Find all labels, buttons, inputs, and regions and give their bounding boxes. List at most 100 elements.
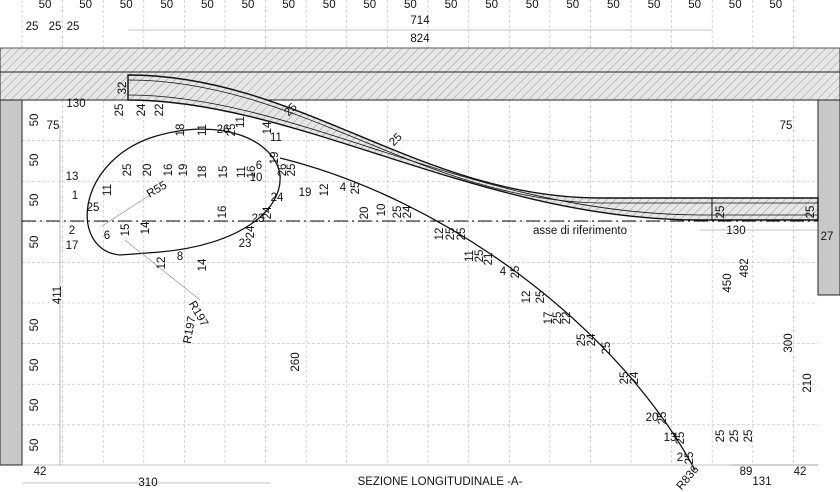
dimension-label: 14	[197, 258, 209, 271]
dimension-label: 50	[323, 0, 336, 11]
dimension-label: 50	[445, 0, 458, 11]
outer-curve	[279, 157, 696, 471]
dimension-label: 130	[726, 225, 745, 237]
dimension-label: 12	[156, 257, 168, 270]
ramp-line	[127, 79, 818, 204]
dimension-label: 50	[566, 0, 579, 11]
dimension-label: 26	[277, 164, 289, 177]
top-beam	[0, 47, 840, 73]
dimension-label: 25	[114, 104, 126, 117]
dimension-lines	[0, 29, 840, 484]
dimension-label: 19	[178, 164, 190, 177]
dimension-label: 25	[805, 206, 817, 219]
dimension-label: 15	[218, 166, 230, 179]
dimension-label: 24	[262, 206, 274, 219]
dimension-label: 25	[684, 452, 696, 465]
dimension-label: 25	[226, 124, 238, 137]
dimension-label: 17	[66, 240, 79, 252]
dimension-label: 50	[729, 0, 742, 11]
dimension-label: R55	[145, 180, 169, 201]
dimension-label: 50	[29, 319, 41, 332]
dimension-label: 50	[29, 439, 41, 452]
dimension-label: 25	[392, 206, 404, 219]
dimension-label: 26	[217, 124, 230, 136]
dimension-label: 131	[752, 476, 771, 488]
dimension-label: 75	[780, 120, 793, 132]
dimension-label: 32	[117, 82, 129, 95]
dimension-label: 11	[197, 124, 209, 136]
dimension-label: 16	[246, 166, 258, 179]
dimension-label: 310	[138, 477, 157, 489]
dimension-label: 6	[104, 230, 110, 242]
dimension-label: 13	[66, 171, 79, 183]
dimension-label: 23	[252, 213, 265, 225]
dimension-label: 21	[483, 253, 495, 266]
dimension-label: 10	[250, 172, 263, 184]
dimension-label: 18	[175, 124, 187, 137]
dimension-label: 2	[677, 452, 683, 464]
right-wall	[817, 99, 840, 296]
dimension-label: 25	[387, 131, 405, 149]
dimension-label: 25	[619, 372, 631, 385]
dimension-label: 50	[29, 399, 41, 412]
dimension-label: 714	[410, 15, 430, 27]
dimension-label: 50	[39, 0, 52, 11]
dimension-label: 18	[197, 166, 209, 179]
dimension-label: 50	[607, 0, 620, 11]
dimension-label: 20	[359, 207, 371, 220]
dimension-label: 50	[29, 236, 41, 249]
dimension-label: 130	[66, 98, 85, 110]
dimension-label: 24	[586, 333, 598, 346]
dimension-label: 11	[102, 184, 114, 196]
dimension-label: 50	[120, 0, 133, 11]
dimension-label: 25	[350, 182, 362, 195]
dimension-label: 50	[404, 0, 417, 11]
dimension-label: 50	[201, 0, 214, 11]
dimension-label: 210	[802, 373, 814, 392]
dimension-label: 25	[445, 228, 457, 241]
dimension-label: 50	[769, 0, 782, 11]
dimension-label: 50	[29, 194, 41, 207]
dimension-label: 25	[474, 250, 486, 263]
dimension-label: 25	[715, 206, 727, 219]
dimension-label: 50	[29, 154, 41, 167]
dimension-label: 50	[160, 0, 173, 11]
dimension-label: 11	[270, 132, 282, 144]
dimension-label: 50	[526, 0, 539, 11]
dimension-label: 824	[410, 33, 430, 45]
dimension-label: 25	[729, 430, 741, 443]
dimension-label: 2	[69, 225, 75, 237]
dimension-label: 22	[561, 312, 573, 325]
dimension-label: 14	[262, 121, 274, 134]
dimension-label: 25	[87, 202, 100, 214]
dimension-label: 11	[236, 166, 248, 178]
dimension-label: 12	[521, 291, 533, 304]
dimension-label: 42	[34, 466, 47, 478]
dimension-label: 25	[601, 342, 613, 355]
dimension-label: 50	[29, 114, 41, 127]
dimension-label: 24	[629, 371, 641, 384]
dimension-label: 24	[136, 103, 148, 116]
dimension-label: 89	[740, 466, 753, 478]
dimension-label: 50	[282, 0, 295, 11]
dimension-label: 12	[319, 184, 331, 197]
dimension-label: 23	[239, 238, 252, 250]
dimension-label: 75	[47, 120, 60, 132]
dimension-label: 14	[140, 221, 152, 234]
dimension-label: 50	[648, 0, 661, 11]
dimension-label: 4	[500, 266, 507, 278]
dimension-label: 42	[794, 466, 807, 478]
dimension-label: 50	[485, 0, 498, 11]
dimension-label: 25	[286, 164, 298, 177]
dimension-label: 22	[154, 104, 166, 117]
dimension-label: 24	[245, 225, 257, 238]
dimension-label: 25	[67, 21, 80, 33]
dimension-label: 25	[49, 21, 62, 33]
dimension-label: 25	[552, 312, 564, 325]
dimension-label: 50	[688, 0, 701, 11]
dimension-label: 19	[299, 187, 312, 199]
dimension-label: 25	[535, 291, 547, 304]
dimension-label: 482	[739, 258, 751, 277]
dimension-label: 17	[543, 312, 555, 325]
